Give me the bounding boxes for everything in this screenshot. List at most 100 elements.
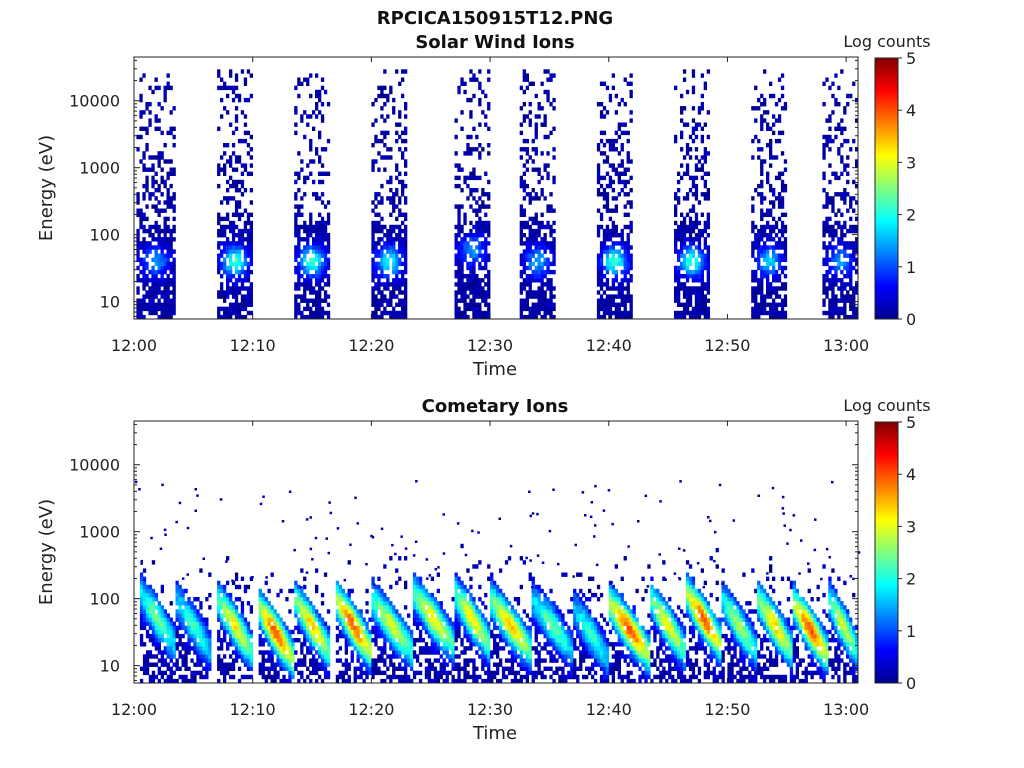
- heat-cell: [599, 245, 604, 250]
- heat-cell: [374, 662, 378, 667]
- heat-cell: [205, 629, 209, 635]
- heat-cell: [258, 597, 262, 602]
- heat-cell: [309, 290, 313, 295]
- heat-cell: [620, 302, 624, 307]
- heat-cell: [371, 269, 375, 275]
- heat-cell: [757, 138, 761, 144]
- heat-cell: [139, 93, 143, 99]
- heat-cell: [226, 556, 230, 561]
- heat-cell: [362, 629, 366, 635]
- heat-cell: [404, 183, 408, 189]
- heat-cell: [540, 302, 544, 307]
- heat-cell: [205, 633, 209, 639]
- heat-cell: [757, 302, 761, 307]
- heat-cell: [418, 650, 423, 655]
- heat-cell: [151, 560, 156, 565]
- heat-cell: [831, 286, 835, 291]
- heat-cell: [139, 212, 143, 217]
- heat-cell: [691, 85, 696, 91]
- heat-cell: [623, 192, 627, 197]
- heat-cell: [249, 147, 253, 152]
- heat-cell: [190, 674, 194, 680]
- heat-cell: [763, 228, 767, 234]
- heat-cell: [831, 110, 835, 115]
- heat-cell: [614, 233, 618, 238]
- panel-title: Solar Wind Ions: [415, 32, 574, 53]
- heat-cell: [380, 588, 384, 594]
- heat-cell: [371, 224, 375, 230]
- heat-cell: [166, 216, 170, 222]
- heat-cell: [415, 658, 420, 663]
- heat-cell: [412, 592, 417, 598]
- heat-cell: [139, 592, 144, 598]
- x-tick-label: 12:40: [586, 336, 632, 355]
- heat-cell: [605, 200, 610, 205]
- heat-cell: [395, 253, 399, 258]
- heat-cell: [401, 621, 405, 626]
- heat-cell: [166, 662, 170, 667]
- heat-cell: [282, 633, 286, 639]
- heat-cell: [620, 237, 624, 242]
- heat-cell: [172, 126, 176, 131]
- heat-cell: [377, 621, 381, 626]
- heat-cell: [246, 658, 251, 663]
- heat-cell: [412, 601, 417, 606]
- heat-cell: [288, 633, 292, 639]
- heat-cell: [383, 658, 387, 663]
- heat-cell: [754, 237, 758, 242]
- heat-cell: [347, 621, 351, 626]
- heat-cell: [620, 130, 624, 136]
- heat-cell: [469, 151, 473, 156]
- heat-cell: [347, 617, 351, 622]
- heat-cell: [697, 110, 702, 115]
- heat-cell: [226, 249, 230, 254]
- heat-cell: [309, 159, 313, 164]
- heat-cell: [243, 658, 248, 663]
- heat-cell: [190, 625, 194, 631]
- heat-cell: [401, 290, 405, 295]
- heat-cell: [220, 625, 224, 631]
- heat-cell: [309, 662, 313, 667]
- heat-cell: [309, 261, 313, 267]
- heat-cell: [846, 155, 850, 160]
- heat-cell: [237, 314, 242, 320]
- heat-cell: [323, 646, 328, 651]
- heat-cell: [300, 282, 304, 287]
- heat-cell: [392, 241, 396, 246]
- heat-cell: [338, 584, 342, 590]
- heat-cell: [404, 237, 408, 242]
- heat-cell: [534, 274, 538, 279]
- heat-cell: [843, 167, 847, 172]
- heat-cell: [392, 306, 396, 312]
- heat-cell: [231, 674, 236, 680]
- x-axis-ticks: 12:00 12:10 12:20 12:30 12:40 12:50 13:00: [111, 57, 869, 355]
- heat-cell: [522, 196, 526, 201]
- heat-cell: [481, 286, 485, 291]
- heat-cell: [288, 629, 292, 635]
- heat-cell: [303, 278, 307, 283]
- heat-cell: [226, 666, 230, 671]
- heat-cell: [163, 621, 167, 626]
- heat-cell: [294, 257, 298, 262]
- heat-cell: [142, 666, 147, 671]
- heat-cell: [766, 294, 770, 299]
- heat-cell: [258, 670, 262, 676]
- heat-cell: [142, 167, 146, 172]
- heat-cell: [522, 163, 526, 168]
- heat-cell: [487, 106, 491, 111]
- heat-cell: [303, 237, 307, 242]
- heat-cell: [751, 274, 755, 279]
- heat-cell: [344, 678, 348, 684]
- heat-cell: [404, 228, 408, 234]
- heat-cell: [231, 310, 236, 316]
- heat-cell: [178, 633, 182, 639]
- heat-cell: [202, 642, 206, 647]
- heat-cell: [220, 601, 224, 606]
- heat-cell: [777, 216, 782, 222]
- heat-cell: [386, 654, 390, 659]
- heat-cell: [703, 241, 707, 246]
- heat-cell: [223, 265, 227, 271]
- heat-cell: [849, 302, 853, 307]
- heat-cell: [620, 257, 624, 262]
- heat-cell: [380, 650, 384, 655]
